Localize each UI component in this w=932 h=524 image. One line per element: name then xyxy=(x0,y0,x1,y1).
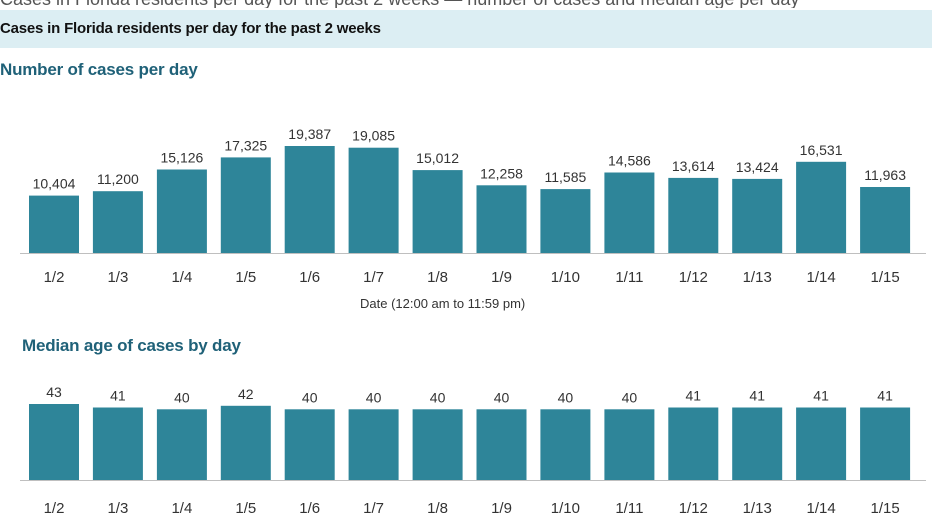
median-age-tick-label: 1/10 xyxy=(551,500,580,517)
cases-bar xyxy=(412,170,463,253)
median-age-bar xyxy=(412,409,463,480)
cases-value-label: 15,012 xyxy=(416,150,459,166)
median-age-tick-label: 1/14 xyxy=(806,500,835,517)
cases-bar xyxy=(92,191,143,253)
median-age-value-label: 40 xyxy=(622,389,638,405)
cases-value-label: 10,404 xyxy=(33,176,76,192)
median-age-bar xyxy=(860,407,911,480)
cases-value-label: 12,258 xyxy=(480,165,523,181)
median-age-value-label: 40 xyxy=(494,389,510,405)
header-bar xyxy=(0,10,932,48)
median-age-value-label: 41 xyxy=(813,388,829,404)
cases-tick-label: 1/5 xyxy=(235,269,256,286)
median-age-tick-label: 1/5 xyxy=(235,500,256,517)
cropped-top-text: Cases in Florida residents per day for t… xyxy=(0,0,932,8)
cases-tick-label: 1/11 xyxy=(615,269,643,286)
median-age-bar xyxy=(348,409,399,480)
cases-tick-label: 1/13 xyxy=(743,269,772,286)
median-age-value-label: 41 xyxy=(686,388,702,404)
cases-tick-label: 1/7 xyxy=(363,269,384,286)
median-age-tick-label: 1/3 xyxy=(107,500,128,517)
median-age-value-label: 40 xyxy=(366,389,382,405)
cases-bar xyxy=(668,177,719,253)
cases-value-label: 19,085 xyxy=(352,128,395,144)
cases-bar xyxy=(284,146,335,253)
cases-bar xyxy=(476,185,527,253)
median-age-tick-label: 1/15 xyxy=(870,500,899,517)
cases-tick-label: 1/10 xyxy=(551,269,580,286)
median-age-value-label: 41 xyxy=(749,388,765,404)
cases-value-label: 13,424 xyxy=(736,159,779,175)
median-age-bar xyxy=(220,405,271,480)
median-age-tick-label: 1/9 xyxy=(491,500,512,517)
cases-value-label: 13,614 xyxy=(672,158,715,174)
median-age-value-label: 40 xyxy=(558,389,574,405)
cases-value-label: 15,126 xyxy=(160,150,203,166)
median-age-tick-label: 1/7 xyxy=(363,500,384,517)
median-age-value-label: 41 xyxy=(877,388,893,404)
median-age-tick-label: 1/8 xyxy=(427,500,448,517)
cases-tick-label: 1/15 xyxy=(870,269,899,286)
cases-tick-label: 1/9 xyxy=(491,269,512,286)
median-age-bar xyxy=(540,409,591,480)
cases-bar xyxy=(29,195,79,253)
cases-bar xyxy=(732,178,783,253)
cases-tick-label: 1/12 xyxy=(679,269,708,286)
median-age-tick-label: 1/11 xyxy=(615,500,643,517)
median-age-value-label: 40 xyxy=(302,389,318,405)
cases-value-label: 19,387 xyxy=(288,126,331,142)
median-age-tick-label: 1/2 xyxy=(44,500,65,517)
median-age-bar xyxy=(284,409,335,480)
cases-value-label: 11,963 xyxy=(864,167,906,183)
cases-bar-chart: 10,404 1/2 11,200 1/3 15,126 1/4 17,325 1/5 19,3… xyxy=(20,126,926,286)
cases-chart-x-axis-title: Date (12:00 am to 11:59 pm) xyxy=(360,296,526,311)
median-age-tick-label: 1/4 xyxy=(171,500,192,517)
median-age-bar xyxy=(668,407,719,480)
median-age-tick-label: 1/6 xyxy=(299,500,320,517)
cases-value-label: 14,586 xyxy=(608,153,651,169)
page-header-title: Cases in Florida residents per day for t… xyxy=(0,20,381,37)
cases-bar xyxy=(156,169,207,253)
median-age-value-label: 43 xyxy=(46,384,62,400)
median-age-value-label: 42 xyxy=(238,386,254,402)
median-age-value-label: 41 xyxy=(110,388,126,404)
median-age-bar xyxy=(92,407,143,480)
median-age-value-label: 40 xyxy=(174,389,190,405)
cases-chart-title: Number of cases per day xyxy=(0,60,198,79)
cases-value-label: 16,531 xyxy=(800,142,843,158)
cases-value-label: 17,325 xyxy=(224,137,267,153)
cases-bar xyxy=(604,172,655,253)
cases-bar xyxy=(796,161,847,253)
median-age-bar xyxy=(732,407,783,480)
median-age-bar xyxy=(29,404,79,480)
cases-bar xyxy=(348,147,399,253)
cases-tick-label: 1/4 xyxy=(171,269,192,286)
median-age-chart-title: Median age of cases by day xyxy=(22,336,241,355)
median-age-bar xyxy=(156,409,207,480)
cases-tick-label: 1/8 xyxy=(427,269,448,286)
cases-bar xyxy=(860,187,911,253)
cases-tick-label: 1/14 xyxy=(806,269,835,286)
median-age-tick-label: 1/13 xyxy=(743,500,772,517)
median-age-bar-chart: 43 1/2 41 1/3 40 1/4 42 1/5 40 1/6 40 1/7 40 1/8 40 1/9… xyxy=(20,384,926,517)
cases-bar xyxy=(220,157,271,253)
cases-bar xyxy=(540,189,591,253)
median-age-bar xyxy=(796,407,847,480)
median-age-value-label: 40 xyxy=(430,389,446,405)
cases-tick-label: 1/6 xyxy=(299,269,320,286)
median-age-tick-label: 1/12 xyxy=(679,500,708,517)
median-age-bar xyxy=(604,409,655,480)
cases-value-label: 11,585 xyxy=(545,169,587,185)
cases-value-label: 11,200 xyxy=(97,171,139,187)
cases-tick-label: 1/3 xyxy=(107,269,128,286)
cases-tick-label: 1/2 xyxy=(44,269,65,286)
median-age-bar xyxy=(476,409,527,480)
